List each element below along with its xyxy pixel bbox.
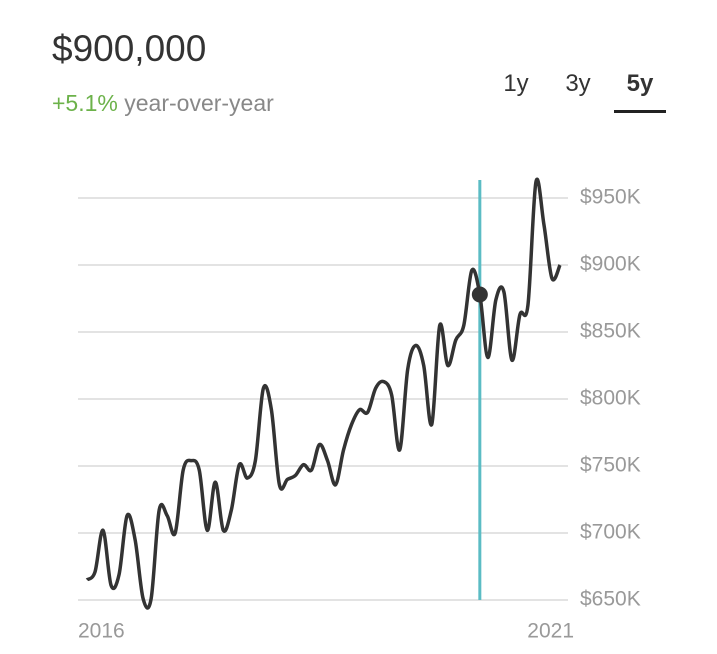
y-tick-label: $950K [580, 186, 641, 209]
y-tick-label: $850K [580, 320, 641, 343]
change-percent: +5.1% [52, 90, 118, 116]
x-tick-label: 2021 [527, 620, 574, 643]
price-line [85, 177, 562, 610]
y-tick-label: $800K [580, 387, 641, 410]
y-tick-label: $650K [580, 588, 641, 611]
y-tick-label: $900K [580, 253, 641, 276]
change: +5.1% year-over-year [52, 90, 274, 117]
range-tab[interactable]: 1y [503, 70, 529, 97]
y-tick-label: $700K [580, 521, 641, 544]
range-tab[interactable]: 3y [565, 70, 591, 97]
range-tab[interactable]: 5y [614, 70, 666, 113]
x-tick-label: 2016 [78, 620, 125, 643]
tabs: 1y 3y 5y [490, 70, 680, 116]
hover-point [471, 286, 488, 303]
y-tick-label: $750K [580, 454, 641, 477]
price: $900,000 [52, 28, 207, 69]
change-label: year-over-year [124, 90, 274, 116]
